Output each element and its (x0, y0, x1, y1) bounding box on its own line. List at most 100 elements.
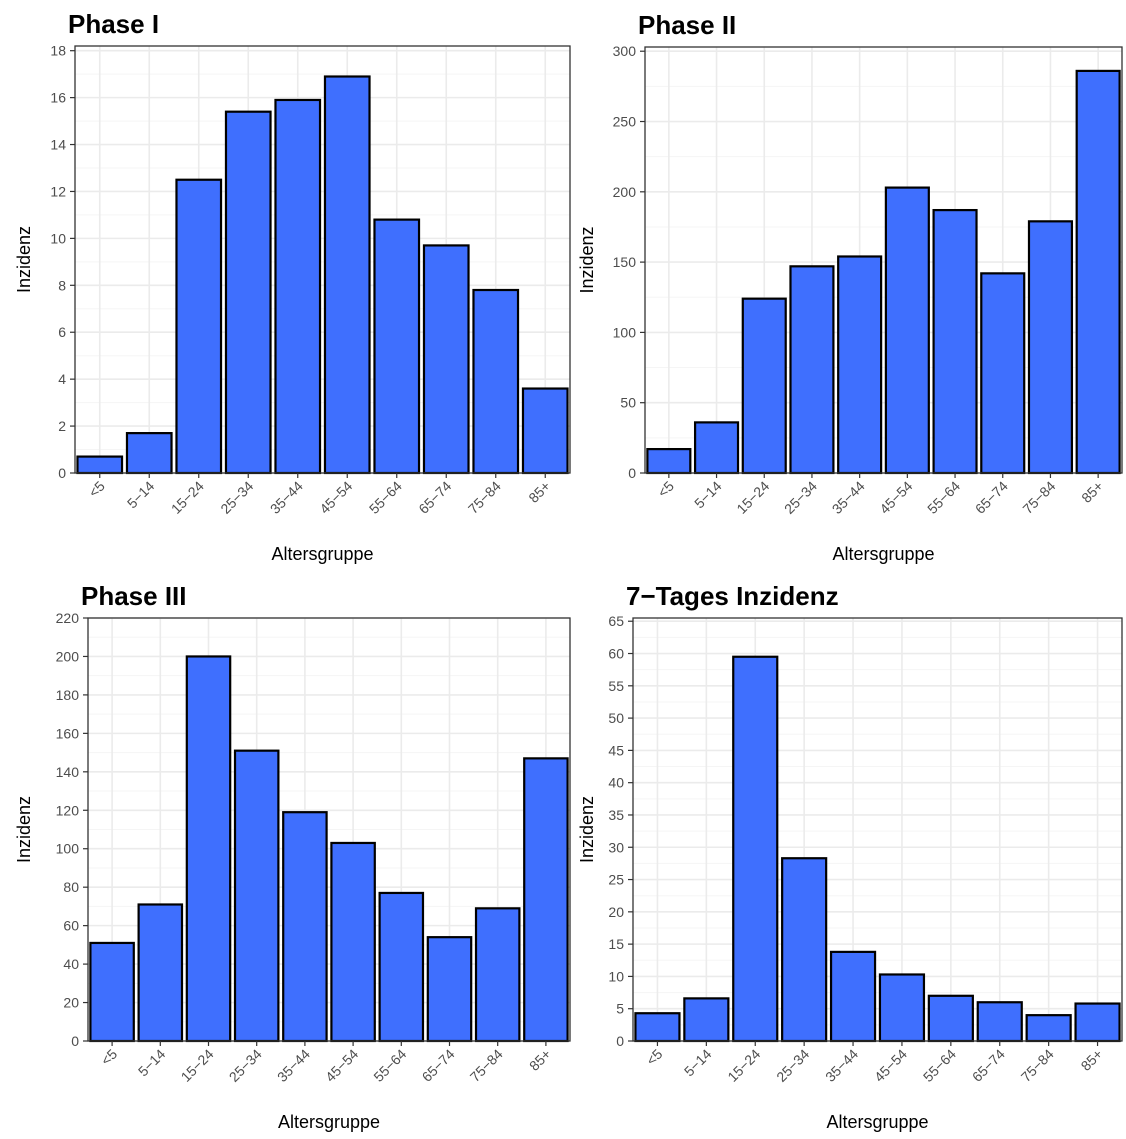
x-tick-label: 85+ (526, 1046, 554, 1074)
x-tick-label: 25−34 (773, 1046, 812, 1085)
bar (76, 455, 124, 475)
x-tick-label: <5 (643, 1046, 666, 1069)
y-tick-label: 15 (608, 936, 624, 952)
bar (282, 811, 328, 1043)
y-tick-label: 65 (608, 613, 624, 629)
x-tick-label: 45−54 (322, 1046, 361, 1085)
y-tick-label: 10 (608, 968, 624, 984)
x-axis-label: Altersgruppe (832, 544, 934, 564)
chart-title: Phase I (68, 9, 159, 39)
bar (646, 447, 692, 475)
y-tick-label: 6 (58, 324, 66, 340)
bar (932, 208, 978, 475)
y-tick-label: 14 (50, 137, 66, 153)
y-tick-label: 0 (628, 465, 636, 481)
x-tick-label: 75−84 (1018, 1046, 1057, 1085)
bar (1075, 69, 1121, 475)
x-tick-label: 55−64 (924, 478, 963, 517)
x-tick-label: 75−84 (465, 478, 504, 517)
x-tick-label: 65−74 (415, 478, 454, 517)
chart-title: 7−Tages Inzidenz (626, 581, 839, 611)
y-axis-label: Inzidenz (577, 796, 597, 863)
x-axis-label: Altersgruppe (271, 544, 373, 564)
bar (330, 841, 376, 1043)
bar (789, 265, 835, 475)
bar (523, 757, 569, 1043)
chart-svg: 0 20 40 60 80 100 120 140 160 180 200 220 <5 5−14 15−2… (14, 581, 571, 1132)
y-tick-label: 100 (56, 841, 80, 857)
x-tick-label: 55−64 (366, 478, 405, 517)
chart-phase-1: 0 2 4 6 8 10 12 14 16 18 <5 5−14 15−24 25−34 35−44 45−5… (0, 0, 571, 570)
y-tick-label: 100 (613, 324, 637, 340)
x-tick-label: 15−24 (168, 478, 207, 517)
x-tick-label: 85+ (525, 478, 553, 506)
bar (233, 749, 280, 1043)
y-tick-label: 2 (58, 418, 66, 434)
x-tick-label: 65−74 (418, 1046, 457, 1085)
plot-border (632, 617, 1123, 1042)
plot-border (87, 617, 571, 1042)
x-tick-label: 65−74 (972, 478, 1011, 517)
bar (884, 186, 930, 475)
y-tick-label: 20 (63, 995, 79, 1011)
y-tick-label: 40 (63, 956, 79, 972)
chart-svg: 0 50 100 150 200 250 300 <5 5−14 15−24 25−34 35−44 4… (577, 10, 1123, 564)
y-tick-label: 80 (63, 879, 79, 895)
x-tick-label: 85+ (1078, 1046, 1106, 1074)
chart-phase-3: 0 20 40 60 80 100 120 140 160 180 200 220 <5 5−14 15−2… (0, 570, 571, 1139)
y-tick-label: 25 (608, 872, 624, 888)
x-tick-label: 5−14 (135, 1046, 169, 1080)
bar (89, 941, 135, 1043)
y-tick-label: 140 (56, 764, 80, 780)
bar (373, 218, 421, 475)
bar (976, 1001, 1023, 1043)
bar (378, 891, 425, 1043)
bar (741, 297, 787, 475)
chart-title: Phase II (638, 10, 736, 40)
x-tick-label: <5 (85, 478, 108, 501)
chart-phase-2: 0 50 100 150 200 250 300 <5 5−14 15−24 25−34 35−44 4… (563, 0, 1126, 570)
x-axis-label: Altersgruppe (278, 1112, 380, 1132)
y-tick-label: 200 (56, 648, 80, 664)
x-tick-label: 5−14 (691, 478, 725, 512)
y-tick-label: 60 (608, 646, 624, 662)
y-tick-label: 4 (58, 371, 66, 387)
bar (521, 387, 569, 475)
bar (732, 655, 779, 1043)
y-tick-label: 30 (608, 839, 624, 855)
bar (927, 994, 974, 1043)
chart-svg: 0 5 10 15 20 25 30 35 40 45 50 55 60 65 <5 5−14 15−24 25−… (577, 581, 1123, 1132)
plot-border (644, 46, 1123, 474)
bar (781, 857, 828, 1043)
bar (175, 178, 223, 475)
y-tick-label: 12 (50, 183, 66, 199)
y-tick-label: 150 (613, 254, 637, 270)
y-tick-label: 35 (608, 807, 624, 823)
bar (829, 950, 877, 1043)
bar (472, 288, 520, 475)
x-tick-label: 75−84 (467, 1046, 506, 1085)
bar (1027, 220, 1074, 475)
x-tick-label: 35−44 (267, 478, 306, 517)
y-tick-label: 120 (56, 802, 80, 818)
y-tick-label: 16 (50, 90, 66, 106)
bar (125, 432, 173, 475)
y-tick-label: 60 (63, 918, 79, 934)
x-tick-label: 75−84 (1019, 478, 1058, 517)
x-axis-label: Altersgruppe (826, 1112, 928, 1132)
y-tick-label: 0 (58, 465, 66, 481)
bar (878, 973, 926, 1043)
bar (837, 255, 883, 475)
x-tick-label: 35−44 (274, 1046, 313, 1085)
chart-7-tages-inzidenz: 0 5 10 15 20 25 30 35 40 45 50 55 60 65 <5 5−14 15−24 25−… (563, 570, 1126, 1139)
bar (1025, 1014, 1072, 1043)
chart-svg: 0 2 4 6 8 10 12 14 16 18 <5 5−14 15−24 25−34 35−44 45−5… (14, 9, 571, 564)
y-tick-label: 10 (50, 230, 66, 246)
x-tick-label: 45−54 (316, 478, 355, 517)
x-tick-label: 15−24 (724, 1046, 763, 1085)
x-tick-label: 45−54 (871, 1046, 910, 1085)
bar (980, 272, 1026, 475)
x-tick-label: 25−34 (217, 478, 256, 517)
x-tick-label: 35−44 (829, 478, 868, 517)
y-tick-label: 20 (608, 904, 624, 920)
